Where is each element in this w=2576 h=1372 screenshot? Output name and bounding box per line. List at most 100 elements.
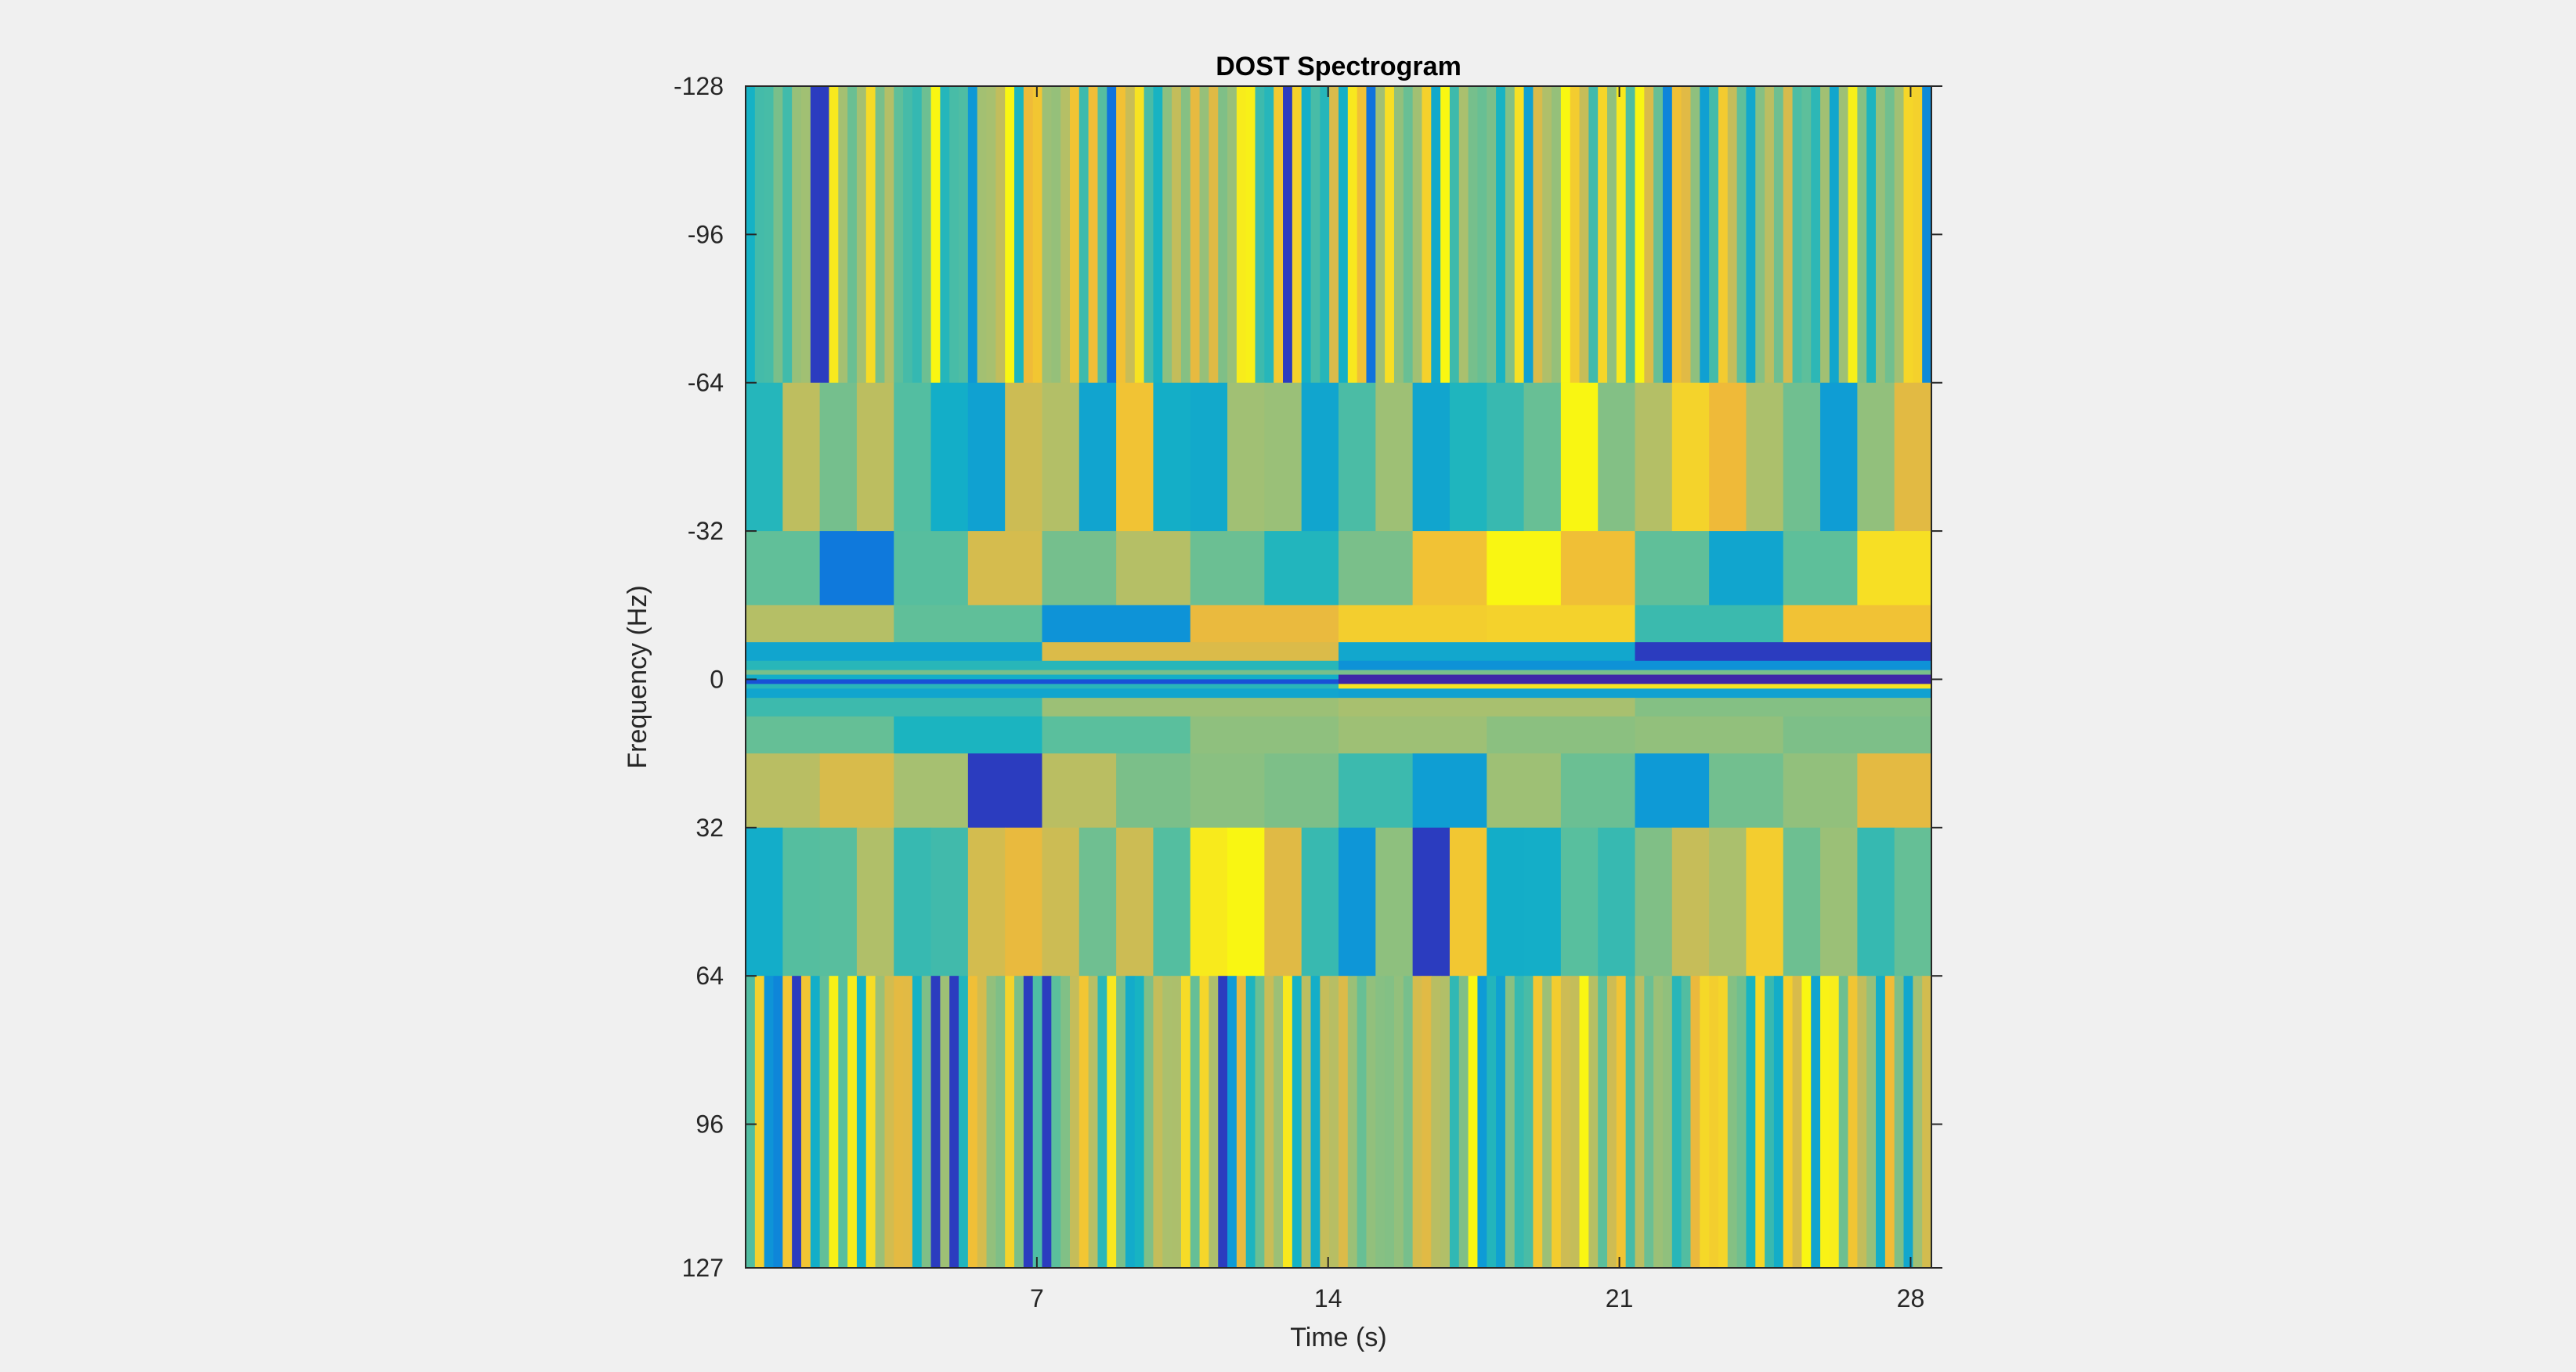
heatmap-cell bbox=[1653, 86, 1664, 384]
heatmap-cell bbox=[1671, 827, 1710, 977]
plot-area-frame bbox=[745, 85, 1932, 1269]
heatmap-cell bbox=[1357, 976, 1367, 1269]
heatmap-cell bbox=[1292, 86, 1302, 384]
heatmap-cell bbox=[1514, 86, 1525, 384]
heatmap-cell bbox=[1153, 976, 1163, 1269]
heatmap-cell bbox=[1227, 827, 1265, 977]
heatmap-cell bbox=[1078, 827, 1117, 977]
heatmap-cell bbox=[930, 976, 941, 1269]
heatmap-cell bbox=[1375, 976, 1386, 1269]
heatmap-cell bbox=[1773, 86, 1784, 384]
heatmap-cell bbox=[1857, 382, 1895, 532]
heatmap-cell bbox=[1857, 86, 1867, 384]
heatmap-cell bbox=[1505, 86, 1516, 384]
heatmap-cell bbox=[1264, 86, 1274, 384]
heatmap-cell bbox=[1616, 976, 1627, 1269]
heatmap-cell bbox=[773, 976, 783, 1269]
heatmap-cell bbox=[1866, 86, 1877, 384]
heatmap-cell bbox=[1172, 86, 1182, 384]
heatmap-cell bbox=[746, 698, 1043, 717]
heatmap-cell bbox=[1671, 382, 1710, 532]
heatmap-cell bbox=[746, 382, 783, 532]
heatmap-cell bbox=[1078, 382, 1117, 532]
chart-title: DOST Spectrogram bbox=[1216, 52, 1461, 81]
heatmap-cell bbox=[1116, 827, 1154, 977]
heatmap-cell bbox=[1236, 86, 1247, 384]
heatmap-cell bbox=[1209, 86, 1219, 384]
heatmap-cell bbox=[1625, 976, 1636, 1269]
heatmap-cell bbox=[1514, 976, 1525, 1269]
heatmap-cell bbox=[1487, 531, 1562, 606]
heatmap-cell bbox=[1552, 976, 1562, 1269]
heatmap-cell bbox=[782, 827, 821, 977]
heatmap-cell bbox=[1635, 382, 1673, 532]
heatmap-cell bbox=[773, 86, 783, 384]
heatmap-cell bbox=[967, 827, 1006, 977]
heatmap-cell bbox=[1190, 605, 1339, 643]
heatmap-cell bbox=[1449, 827, 1487, 977]
y-tick-label: 0 bbox=[710, 665, 724, 693]
heatmap-cell bbox=[1339, 642, 1636, 662]
heatmap-cell bbox=[1848, 976, 1858, 1269]
heatmap-cell bbox=[1653, 976, 1664, 1269]
heatmap-cell bbox=[838, 86, 848, 384]
heatmap-cell bbox=[995, 976, 1006, 1269]
heatmap-cell bbox=[1690, 86, 1700, 384]
heatmap-cell bbox=[949, 86, 959, 384]
heatmap-cell bbox=[884, 976, 894, 1269]
heatmap-cell bbox=[1153, 827, 1191, 977]
heatmap-cell bbox=[1598, 827, 1636, 977]
heatmap-cell bbox=[1533, 86, 1543, 384]
heatmap-cell bbox=[1180, 86, 1191, 384]
heatmap-cell bbox=[1487, 753, 1562, 829]
heatmap-cell bbox=[856, 827, 894, 977]
heatmap-cell bbox=[949, 976, 959, 1269]
heatmap-cell bbox=[1635, 827, 1673, 977]
heatmap-cell bbox=[1199, 976, 1210, 1269]
heatmap-cell bbox=[1783, 827, 1821, 977]
heatmap-cell bbox=[1060, 976, 1071, 1269]
heatmap-cell bbox=[1487, 86, 1497, 384]
heatmap-cell bbox=[1690, 976, 1700, 1269]
heatmap-cell bbox=[1736, 976, 1747, 1269]
heatmap-cell bbox=[1042, 86, 1052, 384]
heatmap-cell bbox=[1245, 86, 1256, 384]
heatmap-cell bbox=[1894, 976, 1905, 1269]
heatmap-cell bbox=[782, 86, 793, 384]
heatmap-cell bbox=[1718, 86, 1729, 384]
heatmap-cell bbox=[1607, 86, 1617, 384]
heatmap-cell bbox=[1042, 531, 1117, 606]
heatmap-cell bbox=[1838, 86, 1849, 384]
heatmap-cell bbox=[959, 976, 969, 1269]
heatmap-cell bbox=[1227, 86, 1237, 384]
heatmap-cell bbox=[940, 976, 950, 1269]
heatmap-cell bbox=[1709, 827, 1747, 977]
heatmap-cell bbox=[1783, 976, 1794, 1269]
heatmap-cell bbox=[894, 382, 932, 532]
heatmap-cell bbox=[856, 86, 867, 384]
heatmap-cell bbox=[1283, 976, 1293, 1269]
heatmap-cell bbox=[1143, 976, 1154, 1269]
heatmap-cell bbox=[1801, 86, 1812, 384]
heatmap-cell bbox=[838, 976, 848, 1269]
heatmap-cell bbox=[1598, 86, 1608, 384]
heatmap-cell bbox=[1042, 976, 1052, 1269]
heatmap-cell bbox=[995, 86, 1006, 384]
heatmap-cell bbox=[1496, 976, 1506, 1269]
heatmap-cell bbox=[967, 531, 1043, 606]
heatmap-cell bbox=[894, 86, 904, 384]
heatmap-cell bbox=[1431, 976, 1441, 1269]
heatmap-cell bbox=[1403, 86, 1414, 384]
heatmap-cell bbox=[1412, 976, 1423, 1269]
heatmap-cell bbox=[1069, 86, 1080, 384]
heatmap-cell bbox=[1681, 86, 1692, 384]
heatmap-cell bbox=[1339, 684, 1932, 689]
heatmap-cell bbox=[1560, 531, 1636, 606]
heatmap-cell bbox=[829, 86, 839, 384]
heatmap-cell bbox=[1014, 976, 1024, 1269]
heatmap-cell bbox=[1913, 976, 1923, 1269]
heatmap-cell bbox=[1820, 827, 1858, 977]
heatmap-cell bbox=[1496, 86, 1506, 384]
heatmap-cell bbox=[1023, 86, 1034, 384]
heatmap-cell bbox=[810, 976, 821, 1269]
